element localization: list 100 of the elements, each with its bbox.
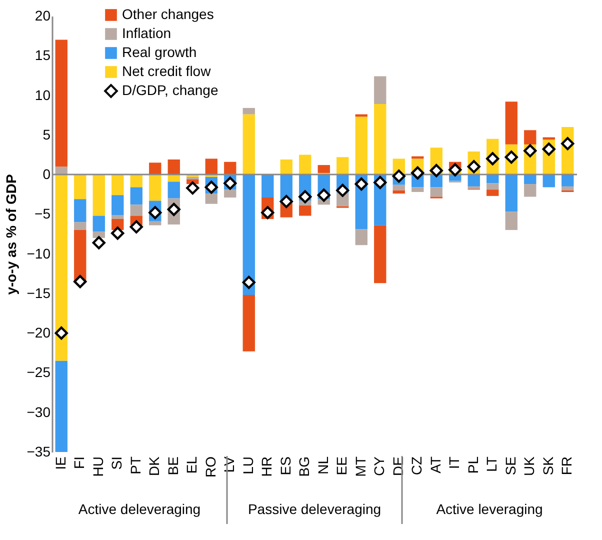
x-tick-label: UK <box>521 456 538 476</box>
bar <box>374 76 386 104</box>
bar <box>524 184 536 197</box>
bar <box>355 116 368 175</box>
point <box>54 326 68 340</box>
point <box>542 142 556 156</box>
bar <box>168 182 180 198</box>
bar <box>149 174 162 201</box>
point <box>486 152 500 166</box>
y-tick-label: −15 <box>26 284 51 301</box>
point <box>374 176 387 190</box>
bar <box>74 230 86 281</box>
bar <box>468 186 480 189</box>
point <box>317 188 330 202</box>
bar <box>562 174 574 186</box>
bar <box>299 154 312 175</box>
bar <box>55 360 68 452</box>
point <box>92 236 106 250</box>
bar <box>112 195 124 215</box>
bar <box>430 187 442 197</box>
x-tick-label: EE <box>334 456 350 476</box>
bar <box>468 174 480 186</box>
bar <box>242 295 255 352</box>
bar <box>336 157 349 175</box>
point <box>354 177 368 191</box>
bar <box>524 130 536 144</box>
point <box>130 220 143 234</box>
bar <box>224 162 236 175</box>
point <box>242 276 256 289</box>
point <box>186 181 200 195</box>
y-tick-label: −10 <box>26 245 51 262</box>
x-tick-label: HU <box>90 456 106 477</box>
bar <box>299 205 312 216</box>
bar <box>149 221 162 226</box>
point <box>336 184 350 197</box>
point <box>411 166 424 180</box>
bar <box>374 104 386 175</box>
x-tick-label: SK <box>540 456 556 476</box>
x-tick-label: PT <box>127 456 144 474</box>
point <box>448 163 462 176</box>
point <box>298 190 312 204</box>
bar <box>92 216 105 232</box>
bar <box>55 166 68 175</box>
point <box>148 206 162 220</box>
bar <box>486 183 499 190</box>
bar <box>92 232 105 238</box>
point <box>167 202 180 216</box>
x-tick-label: CZ <box>408 456 425 476</box>
x-tick-label: AT <box>427 456 444 474</box>
x-tick-label: BE <box>164 456 181 476</box>
bar <box>505 212 518 230</box>
y-tick-label: −35 <box>26 444 51 460</box>
x-tick-label: SE <box>502 456 518 476</box>
point <box>111 226 124 240</box>
bar <box>486 190 499 196</box>
x-tick-label: DK <box>146 456 162 476</box>
bar <box>242 114 255 175</box>
bar <box>505 102 518 144</box>
bar <box>242 108 255 114</box>
y-tick-label: 20 <box>34 8 51 24</box>
x-tick-label: IT <box>446 456 462 469</box>
bar <box>205 158 218 175</box>
bar <box>74 222 86 230</box>
bar <box>55 174 68 361</box>
bar <box>392 184 405 190</box>
x-tick-label: EL <box>184 456 200 474</box>
point <box>561 137 574 150</box>
x-tick-label: ES <box>277 456 294 476</box>
x-tick-label: FI <box>71 456 88 469</box>
y-tick-label: 10 <box>34 86 51 103</box>
x-tick-label: FR <box>558 456 575 476</box>
bar <box>205 194 218 204</box>
bar <box>55 40 68 167</box>
x-tick-label: RO <box>202 456 218 478</box>
bar <box>74 199 86 222</box>
point <box>280 194 293 208</box>
point <box>74 274 87 288</box>
point <box>524 144 537 158</box>
x-tick-label: HR <box>258 456 275 477</box>
bar <box>562 186 574 190</box>
legend-label: Net credit flow <box>122 63 212 79</box>
bar <box>130 187 142 205</box>
bar <box>168 159 180 175</box>
point <box>430 164 443 178</box>
y-tick-label: 5 <box>42 126 51 142</box>
x-tick-label: LT <box>484 456 500 472</box>
y-tick-label: −5 <box>34 206 51 222</box>
text: Active leveraging <box>436 501 543 517</box>
text: Active deleveraging <box>78 501 201 517</box>
bar <box>149 162 162 175</box>
x-tick-label: PL <box>464 456 481 474</box>
x-tick-label: SI <box>108 456 125 470</box>
y-axis-title: y-o-y as % of GDP <box>2 174 19 295</box>
point <box>392 170 406 183</box>
bar <box>280 159 292 175</box>
bar <box>262 174 274 198</box>
bar <box>392 190 405 194</box>
point <box>261 206 274 220</box>
bar <box>92 174 105 216</box>
text: Passive deleveraging <box>248 501 382 517</box>
